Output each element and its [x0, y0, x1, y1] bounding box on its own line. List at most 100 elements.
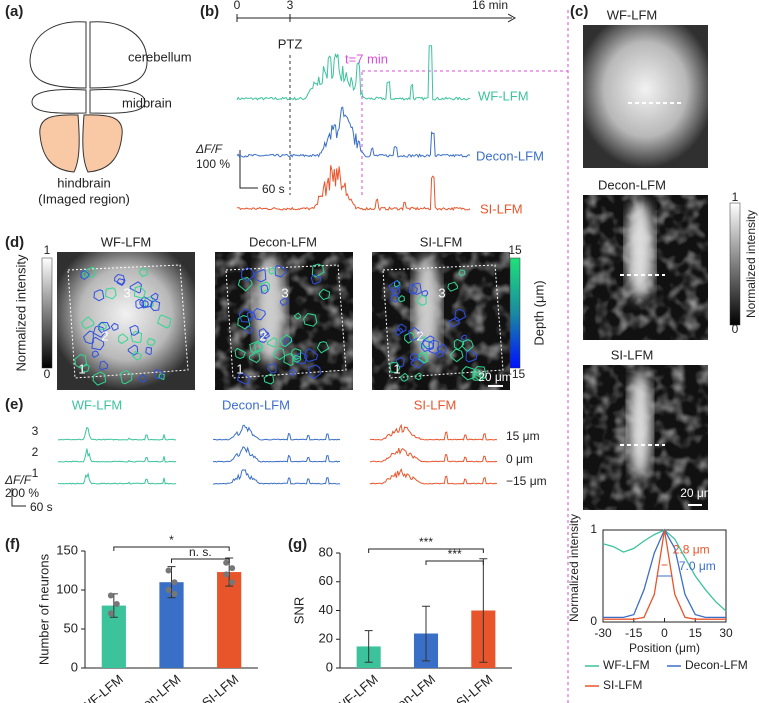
roi [129, 281, 142, 294]
roi [308, 364, 322, 379]
roi [461, 366, 476, 381]
label: −15 μm [506, 474, 547, 488]
label: Normalized intensity [744, 210, 758, 318]
data-point [229, 579, 236, 586]
data-point [229, 565, 236, 572]
panel-label: (b) [200, 3, 219, 20]
roi [465, 349, 478, 363]
roi [158, 373, 165, 381]
roi [449, 348, 464, 363]
panel-label: (f) [5, 536, 20, 553]
label: hindbrain [57, 175, 111, 190]
label: 3 [287, 0, 294, 12]
label: 3 [32, 424, 39, 438]
y-tick-label: 80 [319, 544, 333, 559]
panel-label: (g) [288, 536, 307, 553]
brain-sketch [29, 21, 148, 173]
roi [93, 289, 105, 302]
legend-label: Decon-LFM [685, 658, 748, 672]
roi [253, 307, 266, 321]
annotation: 2.8 μm [673, 542, 710, 556]
trace [57, 472, 177, 485]
label: 2 [416, 328, 423, 343]
label: Decon-LFM [476, 148, 544, 163]
trace [237, 165, 471, 212]
roi [129, 324, 140, 336]
roi [98, 360, 109, 371]
roi [289, 368, 297, 377]
roi [141, 300, 149, 308]
significance-bracket [425, 560, 484, 565]
x-axis-label: Position (μm) [629, 641, 700, 655]
y-tick-label: 0 [590, 614, 597, 628]
roi [266, 336, 278, 348]
x-tick-label: -30 [594, 626, 612, 640]
roi [127, 344, 139, 356]
roi [303, 348, 319, 363]
roi [409, 352, 419, 362]
roi [259, 281, 271, 293]
roi [85, 266, 97, 278]
roi [398, 294, 405, 303]
annotation: 7.0 μm [679, 559, 716, 573]
roi [454, 308, 467, 322]
x-tick-label: 15 [689, 626, 703, 640]
label: 0 [44, 367, 51, 381]
roi [458, 269, 466, 277]
label: 1 [732, 190, 739, 204]
e-scalebar [11, 488, 26, 507]
roi [461, 339, 474, 352]
trace [57, 426, 177, 441]
b-guides [236, 10, 569, 703]
label: 0 μm [506, 452, 533, 466]
roi [395, 356, 405, 368]
roi [114, 273, 126, 286]
bar [217, 572, 242, 668]
y-tick-label: 0 [326, 659, 333, 674]
roi [254, 342, 264, 353]
panel-label: (c) [570, 3, 588, 20]
roi [91, 350, 100, 359]
roi [303, 313, 318, 327]
label: −15 [505, 367, 526, 381]
roi [240, 267, 255, 282]
roi [153, 369, 164, 380]
roi [146, 337, 156, 347]
trace [213, 469, 340, 485]
roi [117, 333, 129, 345]
label: 1 [78, 361, 85, 376]
label: SI-LFM [480, 201, 523, 216]
trace [236, 106, 471, 159]
label: 20 μm [478, 370, 512, 384]
roi [237, 276, 253, 292]
roi [80, 270, 90, 281]
roi [311, 263, 325, 278]
traces [57, 45, 498, 485]
roi [316, 341, 330, 354]
roi [267, 363, 277, 374]
error-bar [479, 558, 488, 663]
roi [131, 350, 142, 361]
annotation: * [169, 533, 174, 547]
trace [57, 448, 177, 463]
roi [290, 348, 302, 360]
label: 3 [438, 285, 445, 300]
roi [435, 350, 444, 359]
label: 1 [393, 361, 400, 376]
y-tick-label: 60 [319, 573, 333, 588]
trace [369, 447, 498, 463]
roi [119, 370, 133, 385]
roi [472, 369, 481, 381]
roi [92, 325, 106, 338]
data-point [113, 601, 120, 608]
roi [156, 314, 172, 329]
roi [110, 322, 119, 331]
roi [388, 280, 401, 292]
roi [428, 339, 440, 355]
data-point [165, 587, 172, 593]
y-tick-label: 1 [590, 522, 597, 536]
roi [390, 294, 399, 303]
trace [212, 424, 341, 441]
x-tick-label: SI-LFM [453, 671, 495, 703]
